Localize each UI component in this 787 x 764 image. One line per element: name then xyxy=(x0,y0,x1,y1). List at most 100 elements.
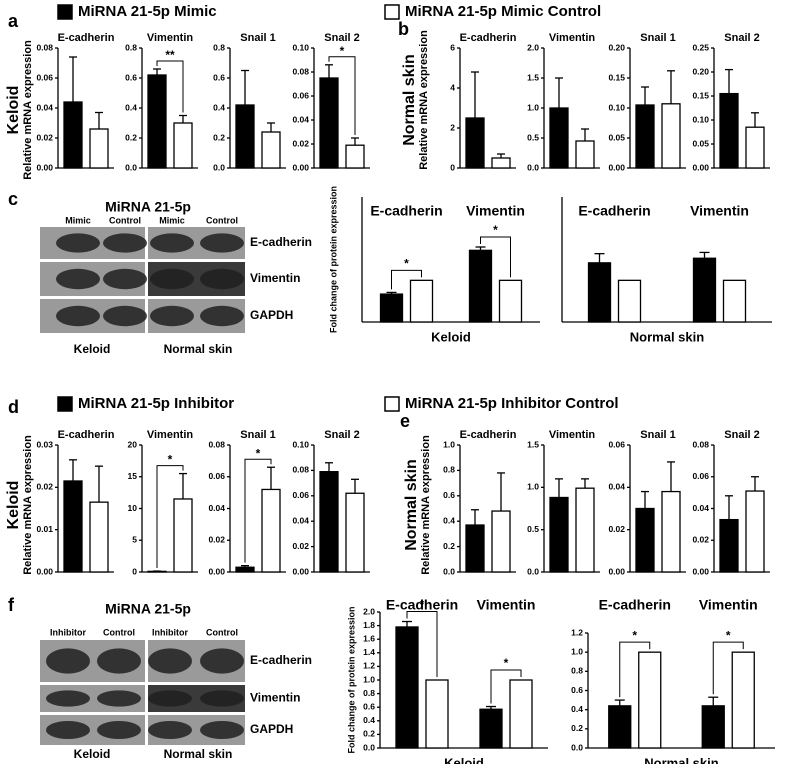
band xyxy=(46,648,90,674)
bar xyxy=(731,651,755,749)
y-tick-label: 0.4 xyxy=(363,715,375,725)
y-tick-label: 1.5 xyxy=(527,439,539,449)
y-tick-label: 0.08 xyxy=(692,439,709,449)
chart-title: Vimentin xyxy=(549,429,596,441)
y-tick-label: 0.5 xyxy=(527,132,539,142)
chart-title: Snail 1 xyxy=(640,32,675,44)
bar xyxy=(379,293,404,323)
chart-title: Snail 1 xyxy=(240,429,275,441)
category-label: E-cadherin xyxy=(578,203,650,219)
y-tick-label: 0.8 xyxy=(443,465,455,475)
significance-label: * xyxy=(726,628,731,642)
bar xyxy=(395,626,419,749)
significance-label: * xyxy=(632,628,637,642)
y-tick-label: 0.5 xyxy=(527,524,539,534)
chart-title: Snail 2 xyxy=(724,429,759,441)
legend-swatch xyxy=(384,4,400,20)
y-tick-label: 1.2 xyxy=(363,661,375,671)
legend-swatch xyxy=(57,396,73,412)
y-tick-label: 0.02 xyxy=(36,482,53,492)
significance-bracket xyxy=(712,641,744,695)
significance-label: * xyxy=(404,257,409,271)
y-tick-label: 0.00 xyxy=(36,566,53,576)
y-tick-label: 20 xyxy=(128,439,138,449)
band xyxy=(148,721,192,739)
category-label: Vimentin xyxy=(699,597,758,613)
bar xyxy=(147,570,167,573)
bar xyxy=(509,679,533,749)
y-tick-label: 0.02 xyxy=(36,132,53,142)
y-tick-label: 1.0 xyxy=(363,674,375,684)
bar xyxy=(719,92,739,169)
y-tick-label: 0.2 xyxy=(443,541,455,551)
row-ylabel: Relative mRNA expression xyxy=(418,30,430,170)
bar xyxy=(319,471,339,573)
bar xyxy=(608,705,632,749)
lane-label: Control xyxy=(206,215,238,225)
bar xyxy=(465,117,485,169)
y-tick-label: 0.0 xyxy=(527,566,539,576)
y-tick-label: 0.02 xyxy=(692,535,709,545)
significance-bracket xyxy=(156,60,184,113)
blot-title: MiRNA 21-5p xyxy=(105,601,191,617)
significance-bracket xyxy=(406,611,438,677)
y-tick-label: 1.0 xyxy=(571,646,583,656)
bar xyxy=(635,507,655,573)
legend-swatch xyxy=(57,4,73,20)
bar xyxy=(549,496,569,573)
protein-label: Vimentin xyxy=(250,691,300,705)
band xyxy=(200,305,244,327)
band xyxy=(148,648,192,674)
legend-label: MiRNA 21-5p Mimic xyxy=(78,3,217,20)
bar xyxy=(173,122,193,169)
y-tick-label: 1.0 xyxy=(443,439,455,449)
band xyxy=(103,268,147,290)
row-title: Keloid xyxy=(5,481,22,530)
y-tick-label: 0.6 xyxy=(571,685,583,695)
chart-title: Snail 1 xyxy=(240,32,275,44)
y-tick-label: 0.00 xyxy=(292,162,309,172)
y-tick-label: 0.2 xyxy=(213,132,225,142)
chart-title: E-cadherin xyxy=(460,32,517,44)
band xyxy=(103,233,147,253)
y-tick-label: 0.00 xyxy=(292,566,309,576)
y-tick-label: 0.02 xyxy=(608,524,625,534)
row-title: Keloid xyxy=(5,86,22,135)
panel-label: c xyxy=(8,189,18,209)
y-tick-label: 0.06 xyxy=(36,72,53,82)
panel-label: a xyxy=(8,11,19,31)
y-tick-label: 0.00 xyxy=(608,162,625,172)
y-tick-label: 1.0 xyxy=(527,102,539,112)
bar xyxy=(587,262,612,323)
y-tick-label: 0.6 xyxy=(363,701,375,711)
panel-label: e xyxy=(400,411,410,431)
y-tick-label: 0.0 xyxy=(571,742,583,752)
bar xyxy=(745,126,765,169)
legend-label: MiRNA 21-5p Mimic Control xyxy=(405,3,601,20)
category-label: E-cadherin xyxy=(386,597,458,613)
protein-label: E-cadherin xyxy=(250,235,312,249)
y-tick-label: 0.4 xyxy=(443,515,455,525)
band xyxy=(97,690,141,707)
band xyxy=(150,268,194,290)
y-tick-label: 0.00 xyxy=(692,162,709,172)
y-tick-label: 1.4 xyxy=(363,647,375,657)
category-label: Vimentin xyxy=(690,203,749,219)
band xyxy=(200,233,244,253)
bar xyxy=(719,518,739,573)
category-label: E-cadherin xyxy=(599,597,671,613)
y-tick-label: 0.04 xyxy=(208,503,225,513)
y-tick-label: 1.8 xyxy=(363,620,375,630)
y-tick-label: 0.02 xyxy=(292,138,309,148)
significance-bracket xyxy=(156,465,184,569)
y-tick-label: 0.10 xyxy=(292,439,309,449)
chart-title: Snail 1 xyxy=(640,429,675,441)
x-axis-label: Keloid xyxy=(444,755,484,764)
y-tick-label: 15 xyxy=(128,471,138,481)
bar xyxy=(235,566,255,573)
x-axis-label: Normal skin xyxy=(630,329,704,344)
lane-label: Control xyxy=(109,215,141,225)
significance-bracket xyxy=(490,669,522,704)
category-label: Vimentin xyxy=(477,597,536,613)
